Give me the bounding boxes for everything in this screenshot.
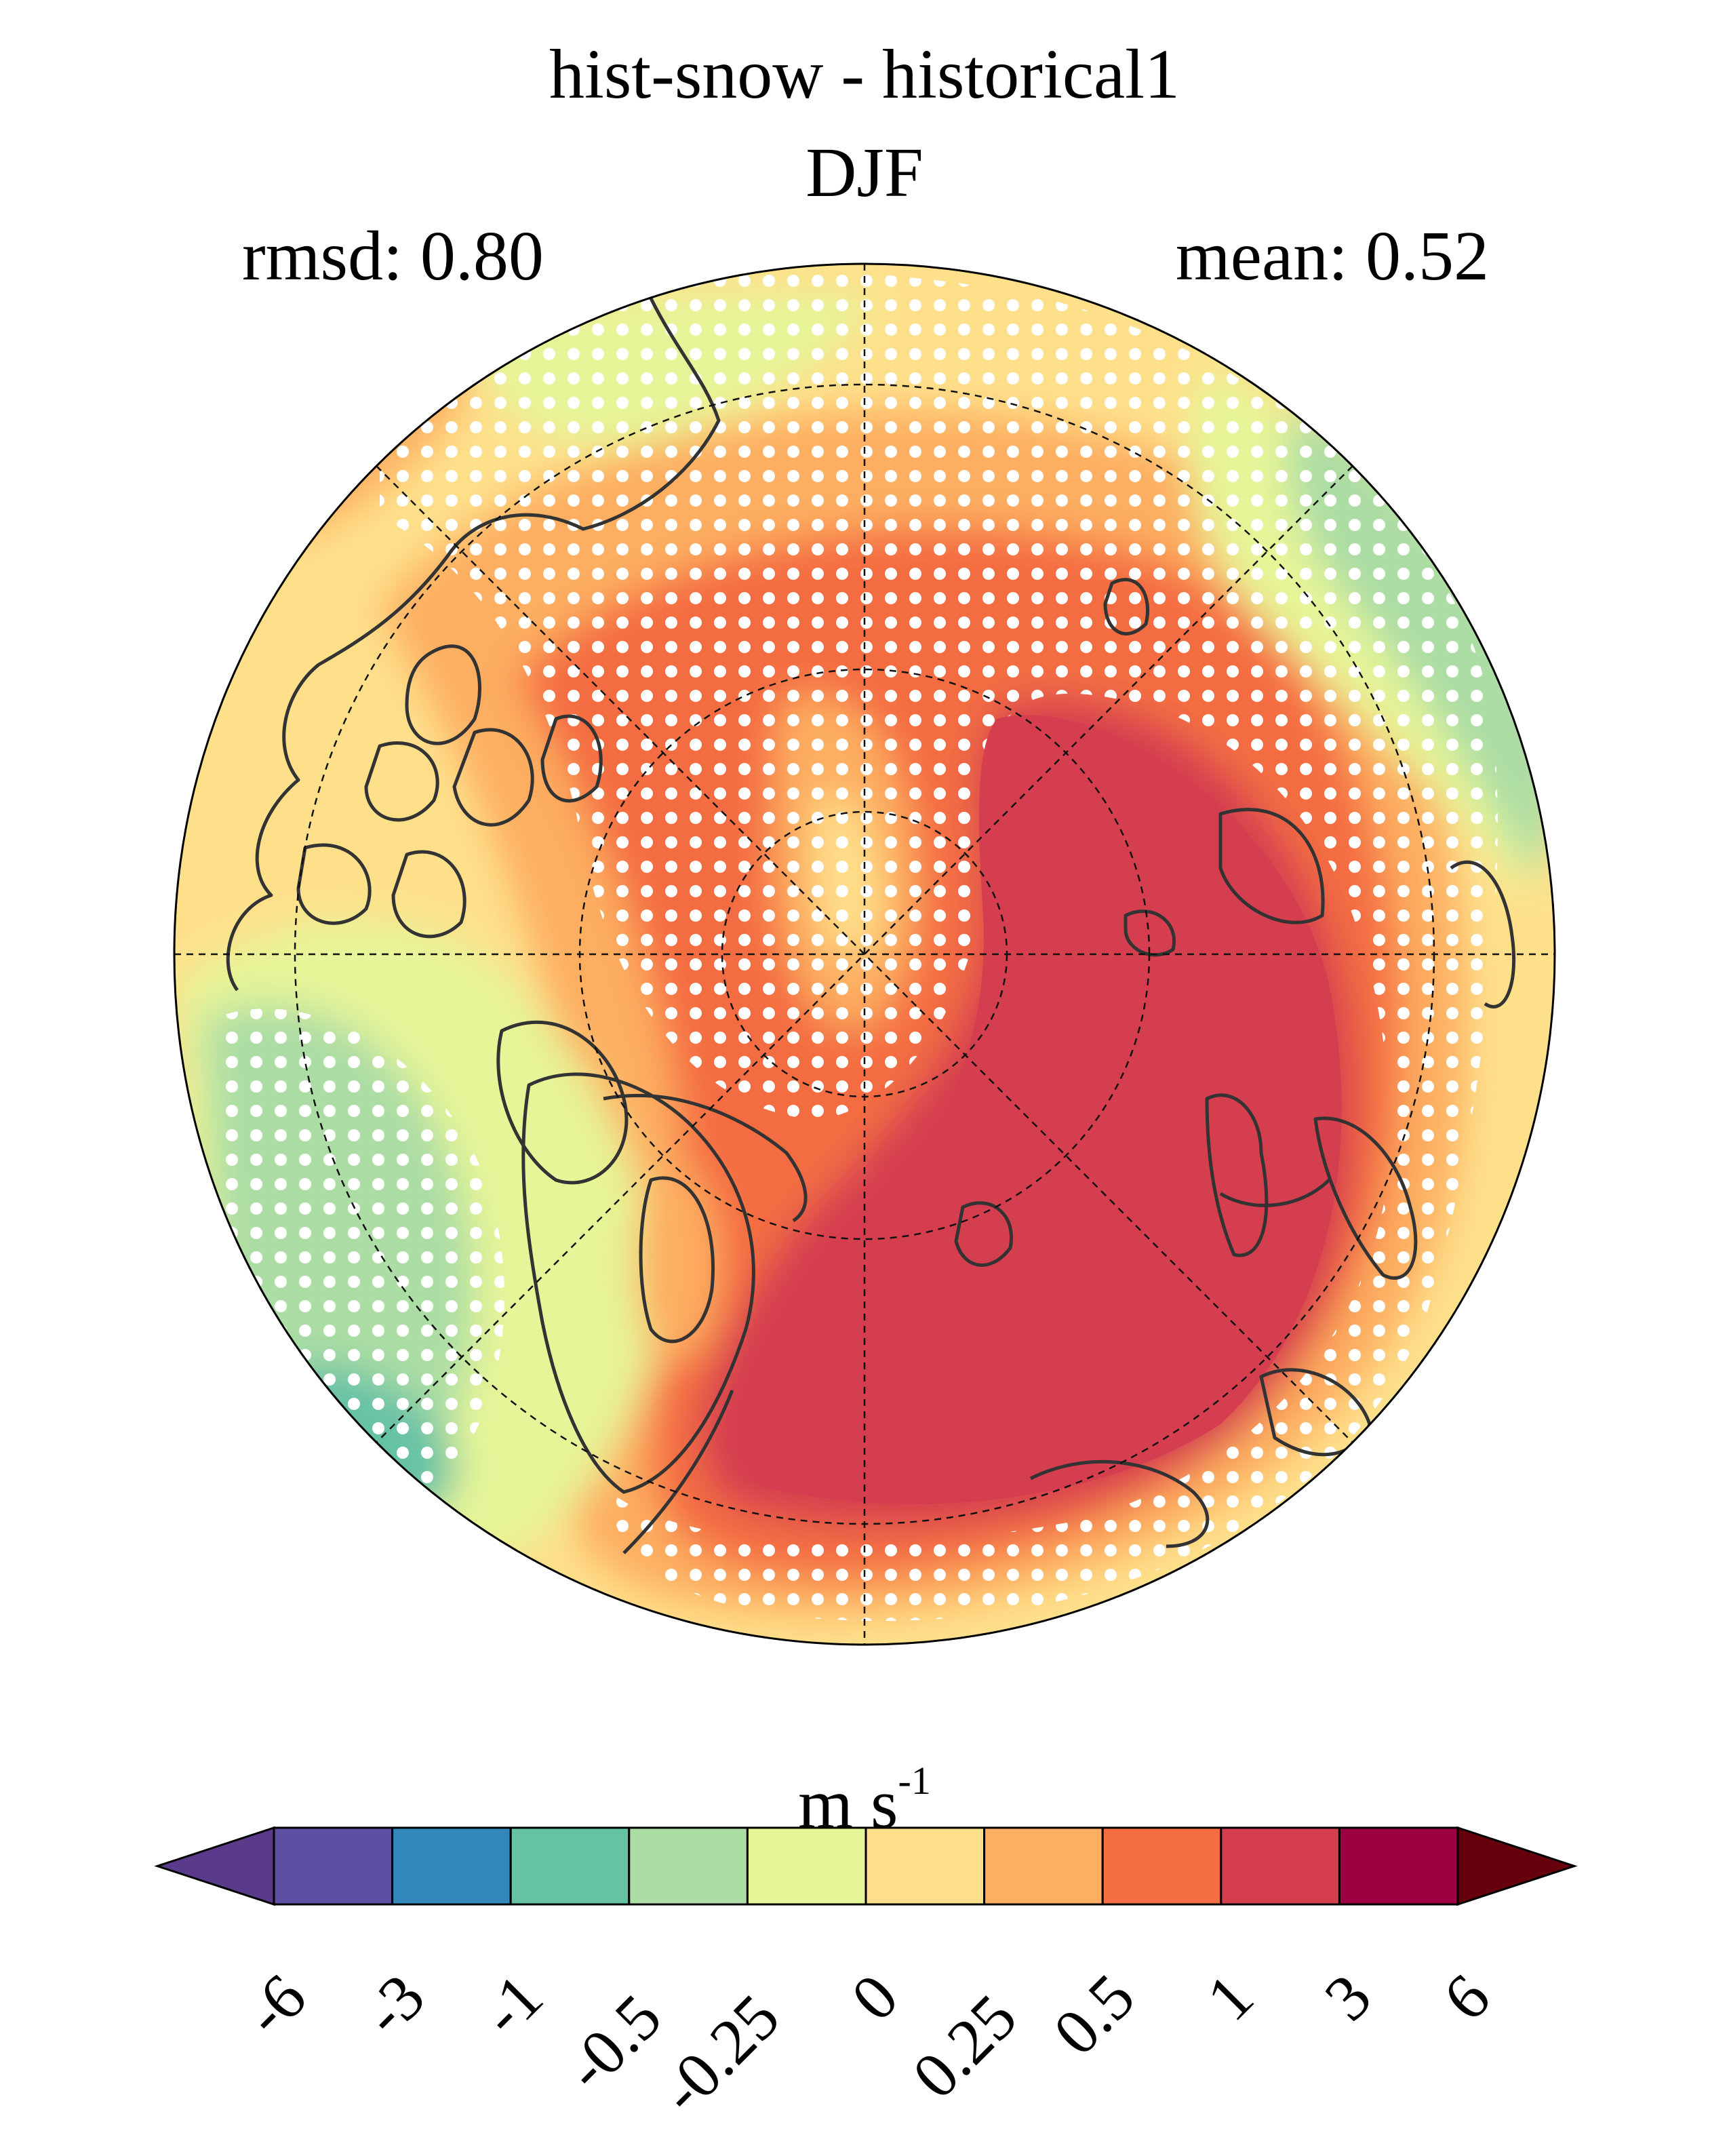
units-base: m s — [798, 1765, 898, 1843]
coastlines — [226, 297, 1516, 1554]
graticule — [174, 264, 1555, 1645]
colorbar-tick-label: -1 — [466, 1959, 557, 2050]
rmsd-label: rmsd: 0.80 — [242, 217, 544, 295]
greenland-positive-lobe — [635, 1162, 720, 1362]
colorbar-tick-label: 3 — [1311, 1959, 1385, 2035]
colorbar-tick-label: 6 — [1429, 1959, 1504, 2035]
colorbar-tick-label: 1 — [1192, 1959, 1267, 2035]
units-label: m s-1 — [0, 1750, 1729, 1845]
season-label: DJF — [806, 134, 923, 212]
colorbar-tick-label: -3 — [348, 1959, 439, 2050]
colorbar-tick-label: 0.5 — [1039, 1959, 1149, 2069]
plot-title: hist-snow - historical1 — [549, 35, 1180, 113]
colorbar-tick-label: -6 — [230, 1959, 320, 2050]
mean-label: mean: 0.52 — [1175, 217, 1489, 295]
stipple-holes — [743, 715, 1342, 1504]
units-exponent: -1 — [898, 1759, 931, 1803]
map-boundary — [173, 262, 1556, 1646]
colorbar-tick-label: 0 — [837, 1959, 912, 2035]
polar-map — [173, 262, 1556, 1646]
